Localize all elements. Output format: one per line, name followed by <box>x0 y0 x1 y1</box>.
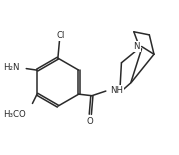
Text: H₂N: H₂N <box>4 63 20 72</box>
Text: H₃CO: H₃CO <box>3 110 26 119</box>
Text: O: O <box>86 117 93 126</box>
Text: N: N <box>133 42 139 51</box>
Text: NH: NH <box>110 86 123 95</box>
Text: Cl: Cl <box>57 31 65 40</box>
